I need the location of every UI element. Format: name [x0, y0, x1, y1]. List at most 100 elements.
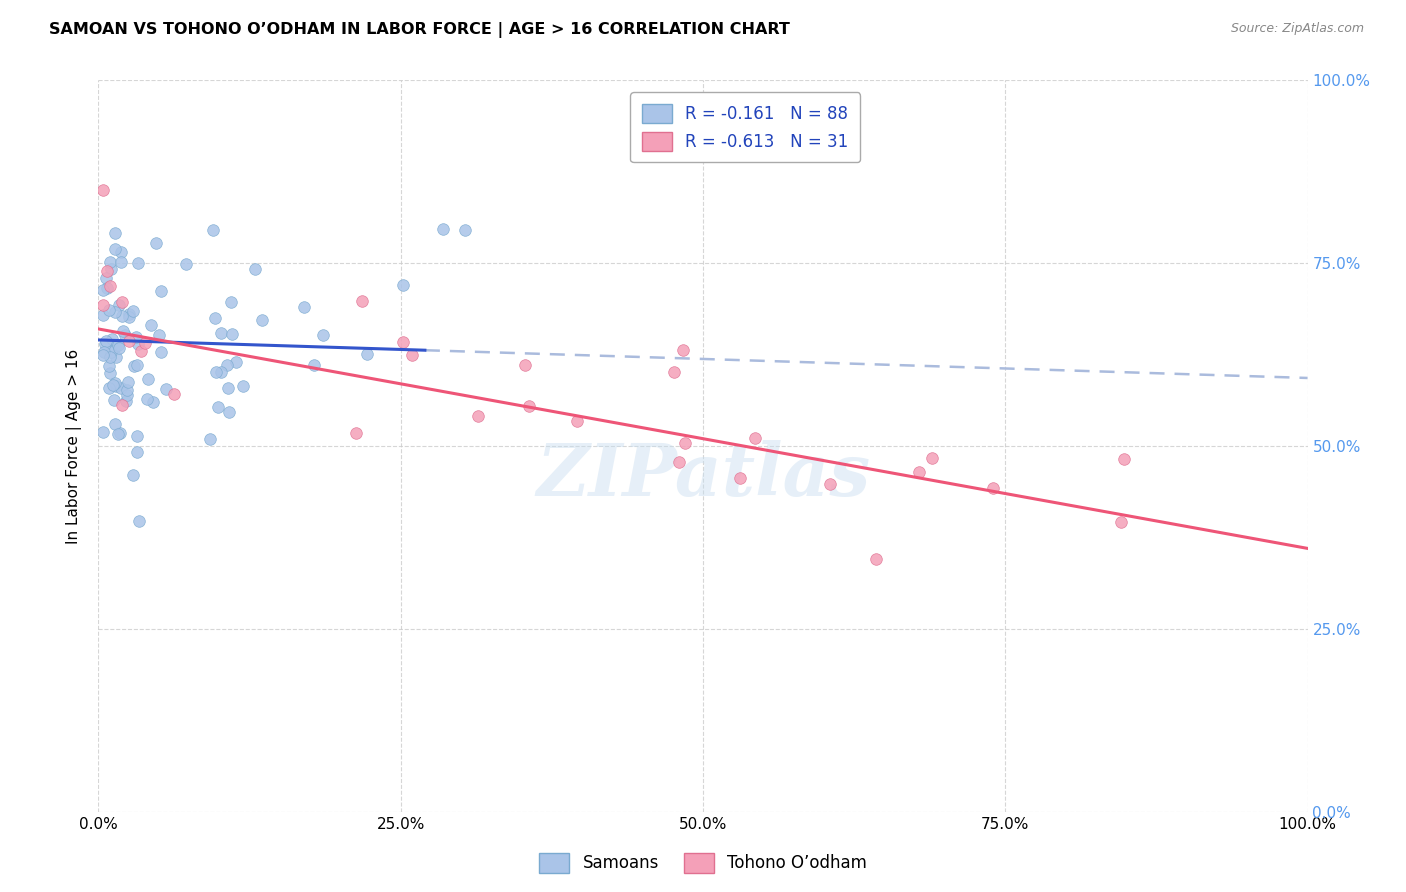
Point	[98, 350, 121, 364]
Point	[1112, 452, 1135, 467]
Point	[104, 378, 127, 392]
Point	[97, 359, 120, 373]
Point	[454, 223, 477, 237]
Point	[432, 221, 454, 235]
Point	[217, 381, 239, 395]
Point	[392, 278, 415, 293]
Text: ZIPatlas: ZIPatlas	[536, 440, 870, 511]
Point	[91, 308, 114, 322]
Text: Source: ZipAtlas.com: Source: ZipAtlas.com	[1230, 22, 1364, 36]
Point	[204, 310, 226, 325]
Point	[921, 451, 943, 466]
Point	[128, 514, 150, 528]
Point	[344, 425, 367, 440]
Point	[209, 326, 232, 340]
Point	[150, 345, 173, 359]
Point	[110, 381, 132, 395]
Point	[908, 466, 931, 480]
Point	[104, 243, 127, 257]
Point	[129, 343, 152, 358]
Point	[292, 300, 315, 314]
Point	[174, 257, 197, 271]
Point	[91, 283, 114, 297]
Point	[93, 336, 115, 351]
Point	[865, 551, 887, 566]
Point	[127, 429, 149, 443]
Point	[356, 347, 378, 361]
Point	[142, 394, 165, 409]
Point	[104, 350, 127, 364]
Point	[250, 313, 273, 327]
Point	[104, 376, 127, 391]
Point	[232, 379, 254, 393]
Point	[91, 425, 114, 439]
Point	[127, 337, 149, 351]
Point	[127, 255, 149, 269]
Point	[209, 365, 232, 379]
Point	[108, 341, 131, 355]
Point	[108, 297, 131, 311]
Point	[108, 425, 131, 440]
Point	[141, 318, 163, 333]
Point	[93, 344, 115, 359]
Point	[668, 455, 690, 469]
Point	[218, 405, 240, 419]
Point	[122, 303, 145, 318]
Point	[91, 183, 114, 197]
Point	[401, 348, 423, 362]
Legend: Samoans, Tohono O’odham: Samoans, Tohono O’odham	[533, 847, 873, 880]
Point	[117, 375, 139, 389]
Point	[107, 338, 129, 352]
Point	[673, 435, 696, 450]
Point	[744, 431, 766, 445]
Point	[98, 381, 121, 395]
Point	[205, 365, 228, 379]
Point	[91, 348, 114, 362]
Point	[467, 409, 489, 423]
Text: SAMOAN VS TOHONO O’ODHAM IN LABOR FORCE | AGE > 16 CORRELATION CHART: SAMOAN VS TOHONO O’ODHAM IN LABOR FORCE …	[49, 22, 790, 38]
Point	[96, 271, 118, 285]
Point	[225, 355, 247, 369]
Point	[97, 303, 120, 318]
Point	[98, 254, 121, 268]
Point	[201, 222, 224, 236]
Point	[125, 444, 148, 458]
Point	[215, 359, 238, 373]
Point	[111, 324, 134, 338]
Point	[115, 393, 138, 408]
Point	[118, 334, 141, 348]
Point	[728, 471, 751, 485]
Point	[96, 281, 118, 295]
Point	[114, 327, 136, 342]
Point	[91, 297, 114, 311]
Point	[125, 330, 148, 344]
Point	[124, 359, 146, 374]
Point	[304, 358, 326, 372]
Point	[517, 399, 540, 413]
Point	[127, 358, 149, 372]
Point	[104, 226, 127, 240]
Point	[115, 383, 138, 397]
Point	[513, 358, 536, 372]
Point	[110, 255, 132, 269]
Point	[107, 427, 129, 442]
Point	[136, 371, 159, 385]
Point	[98, 278, 121, 293]
Point	[104, 417, 127, 431]
Legend: R = -0.161   N = 88, R = -0.613   N = 31: R = -0.161 N = 88, R = -0.613 N = 31	[630, 92, 860, 162]
Point	[567, 414, 589, 428]
Point	[101, 332, 124, 346]
Point	[219, 294, 242, 309]
Point	[117, 307, 139, 321]
Point	[981, 481, 1004, 495]
Point	[122, 468, 145, 483]
Point	[103, 378, 125, 392]
Point	[243, 261, 266, 276]
Point	[198, 432, 221, 446]
Point	[392, 334, 415, 349]
Y-axis label: In Labor Force | Age > 16: In Labor Force | Age > 16	[66, 349, 83, 543]
Point	[104, 340, 127, 354]
Point	[149, 284, 172, 298]
Point	[118, 310, 141, 325]
Point	[134, 335, 156, 350]
